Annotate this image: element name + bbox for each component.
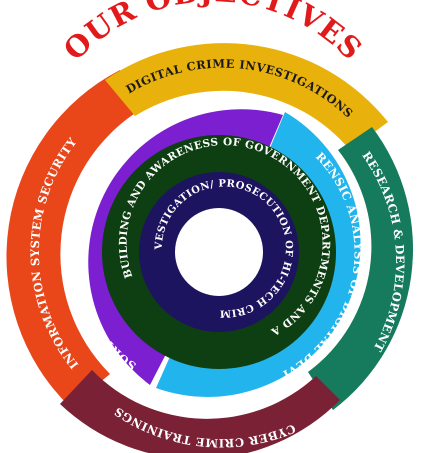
- segment-digital-crime-investigations: [105, 43, 388, 151]
- segment-cyber-crime-trainings: [60, 370, 340, 453]
- center-hole: [175, 208, 263, 296]
- segment-information-system-security: [6, 70, 140, 407]
- segment-research-development: [308, 127, 414, 410]
